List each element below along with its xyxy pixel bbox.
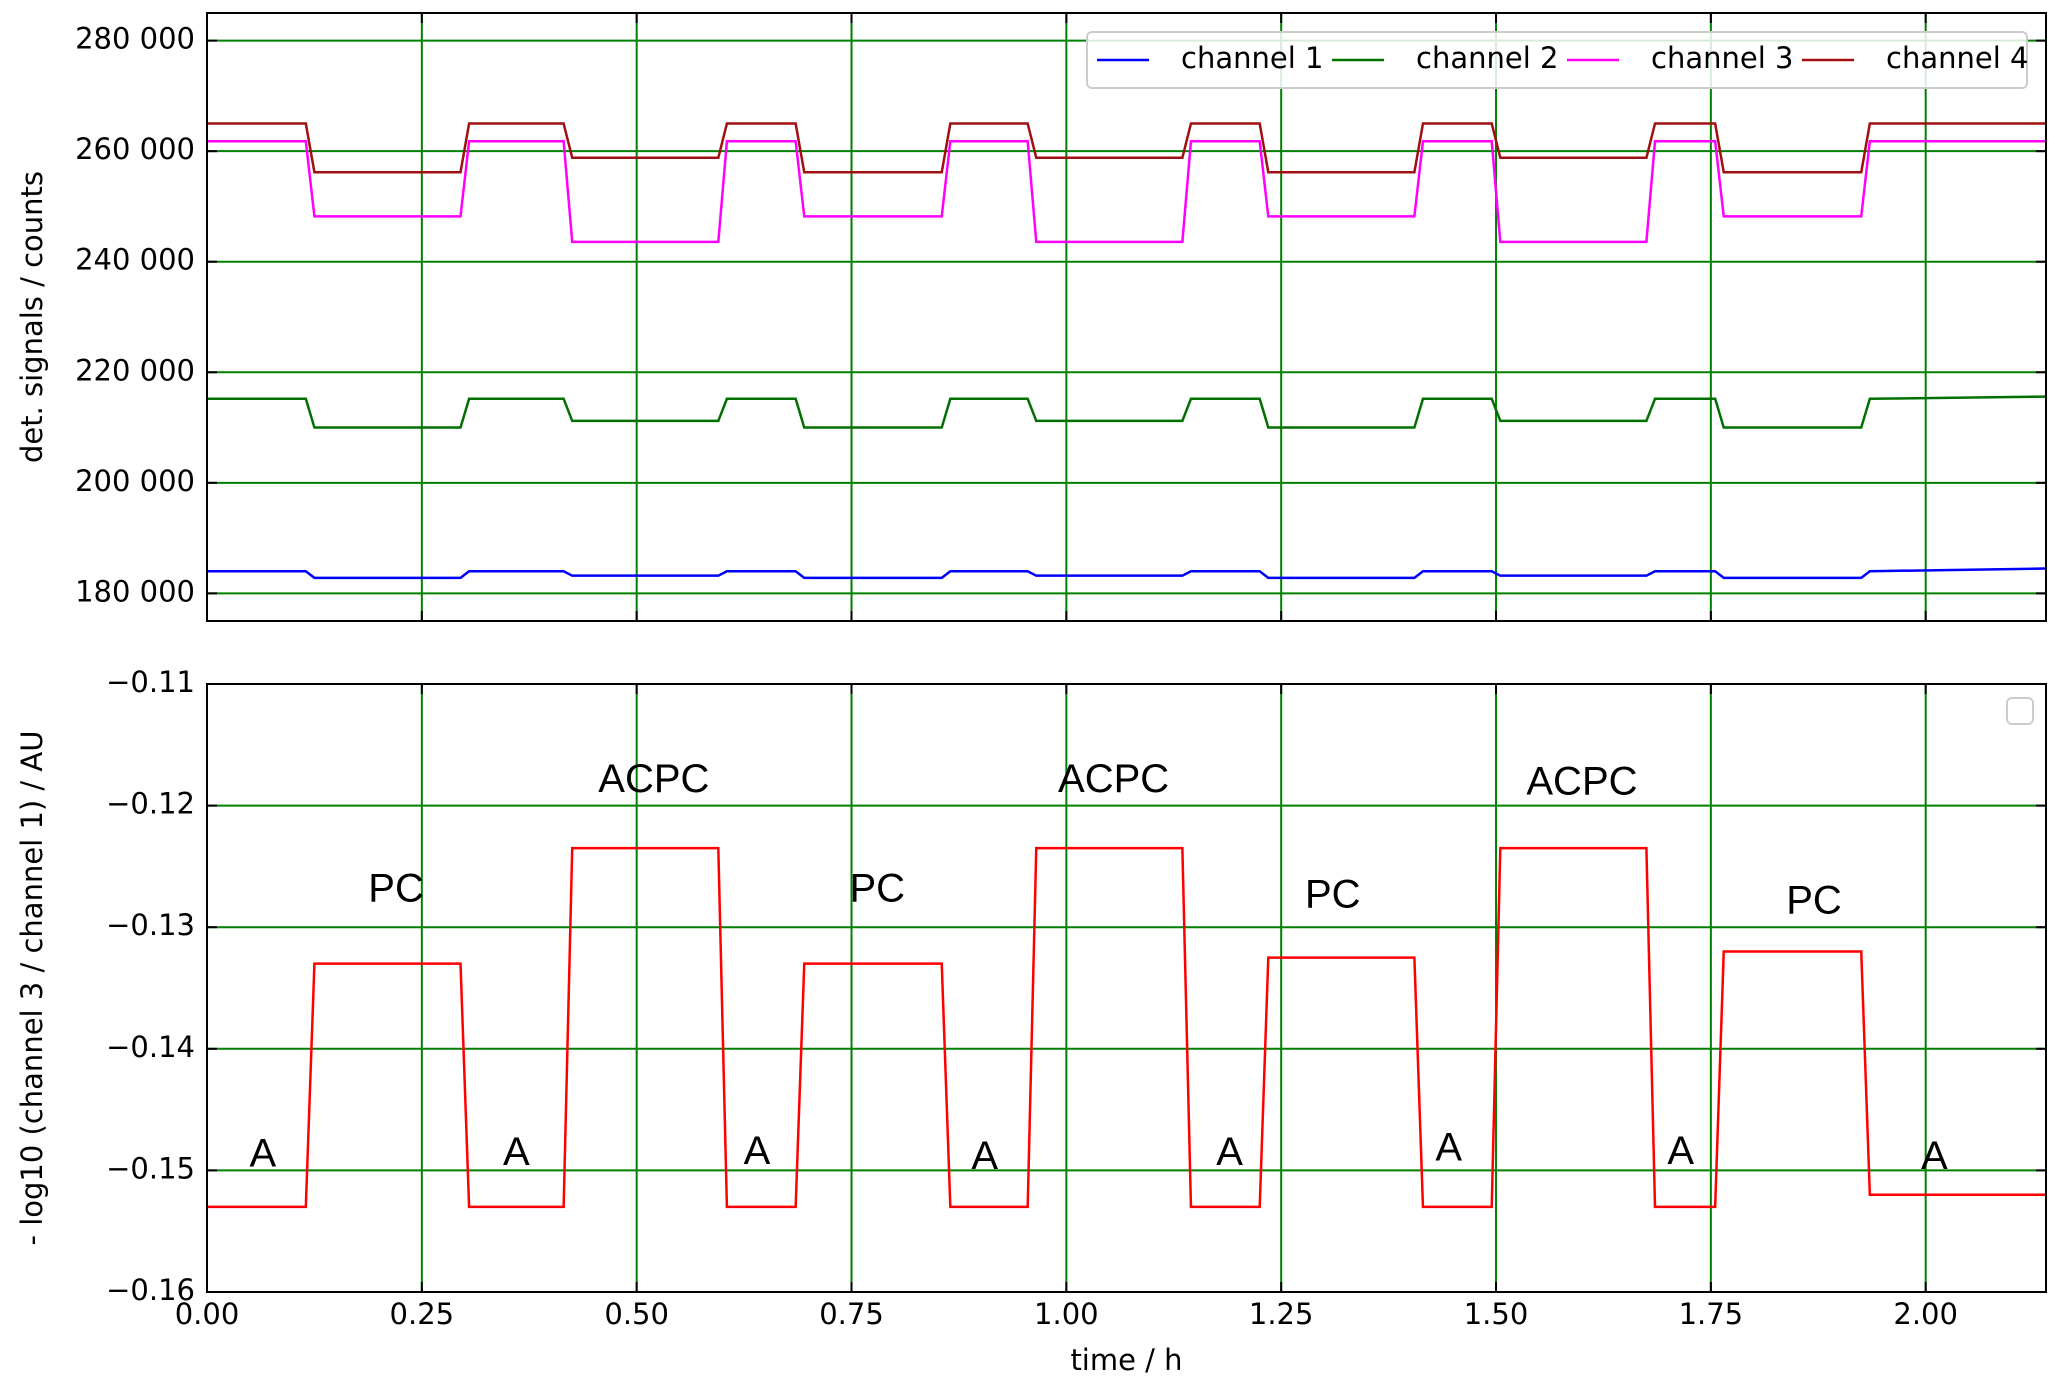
y-tick-label: 200 000 [75,464,195,498]
y-tick-label: −0.16 [106,1273,195,1307]
x-tick-label: 0.00 [175,1297,240,1331]
annotation: A [971,1134,998,1178]
plot-frame [206,683,2047,1293]
y-axis-label: det. signals / counts [15,171,49,463]
annotation: PC [1305,872,1361,916]
y-axis-label: - log10 (channel 3 / channel 1) / AU [15,731,49,1246]
x-tick-label: 0.75 [819,1297,884,1331]
annotation: A [1216,1130,1243,1174]
y-tick-label: −0.12 [106,787,195,821]
x-tick-label: 1.00 [1034,1297,1099,1331]
annotation: A [250,1131,277,1175]
data-line [207,122,2046,174]
annotation: PC [1786,878,1842,922]
x-tick-label: 0.25 [390,1297,455,1331]
annotation: A [744,1129,771,1173]
x-axis-label: time / h [1070,1343,1182,1377]
data-line [207,846,2046,1209]
y-tick-label: 240 000 [75,243,195,277]
annotation: A [1921,1134,1948,1178]
y-tick-label: −0.11 [106,665,195,699]
x-tick-label: 1.25 [1249,1297,1314,1331]
x-tick-label: 1.75 [1679,1297,1744,1331]
y-tick-label: −0.13 [106,908,195,942]
legend-box [1086,31,2028,89]
x-tick-label: 0.50 [604,1297,669,1331]
x-tick-label: 2.00 [1893,1297,1958,1331]
data-line [207,139,2046,244]
annotation: A [503,1130,530,1174]
annotation: ACPC [1058,757,1169,801]
y-tick-label: 180 000 [75,574,195,608]
plot-frame [206,12,2047,622]
y-tick-label: −0.14 [106,1030,195,1064]
data-line [207,395,2046,429]
legend-label: channel 4 [1886,41,2028,75]
data-line [207,567,2046,580]
annotation: A [1435,1125,1462,1169]
legend-label: channel 2 [1416,41,1558,75]
y-tick-label: 220 000 [75,353,195,387]
legend-label: channel 3 [1651,41,1793,75]
y-tick-label: 260 000 [75,132,195,166]
annotation: PC [368,866,424,910]
annotation: ACPC [598,757,709,801]
y-tick-label: 280 000 [75,22,195,56]
annotation: PC [850,866,906,910]
annotation: ACPC [1526,759,1637,803]
legend-label: channel 1 [1181,41,1323,75]
x-tick-label: 1.50 [1464,1297,1529,1331]
y-tick-label: −0.15 [106,1151,195,1185]
empty-legend [2006,697,2034,725]
annotation: A [1667,1129,1694,1173]
